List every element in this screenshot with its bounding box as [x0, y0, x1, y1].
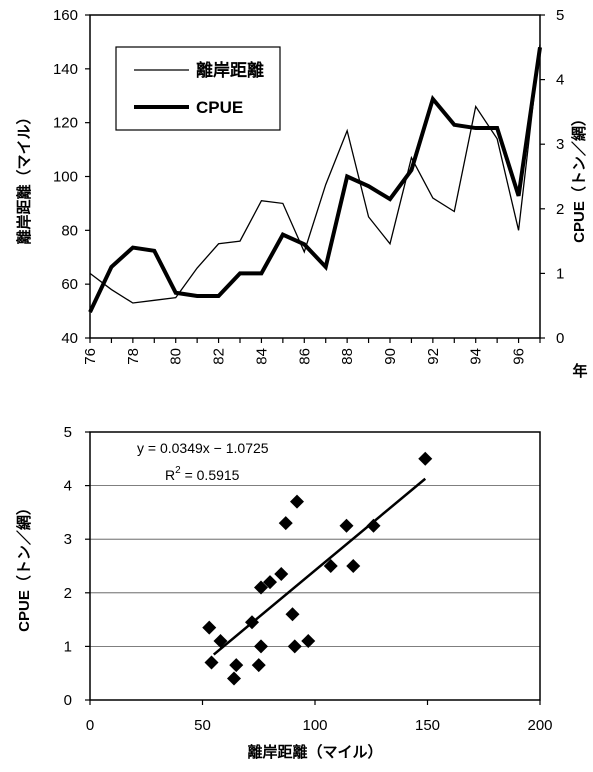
legend-label-cpue: CPUE — [196, 98, 243, 117]
distance-line — [89, 44, 541, 304]
scatter-point — [251, 658, 266, 673]
r2-symbol: R — [165, 467, 175, 483]
scatter-x-tick-label: 100 — [302, 717, 327, 734]
scatter-y-tick-label: 2 — [64, 585, 72, 602]
x-tick-label: 82 — [211, 348, 228, 365]
legend-box — [115, 46, 281, 131]
left-y-tick-label: 60 — [61, 276, 78, 293]
scatter-point — [227, 671, 241, 686]
cpue-line — [88, 47, 542, 314]
x-tick-label: 86 — [296, 348, 313, 365]
legend-label-distance: 離岸距離 — [196, 60, 264, 80]
line-chart: 160 140 120 100 80 60 40 5 4 3 2 1 0 76 78 80 82 84 86 88… — [15, 7, 588, 380]
x-axis-ticks: 76 78 80 82 84 86 88 90 92 94 96 — [82, 338, 541, 365]
right-y-tick-label: 3 — [556, 136, 564, 153]
line-series-group — [88, 44, 542, 314]
trendline — [212, 477, 427, 656]
left-y-axis-title: 離岸距離（マイル） — [15, 109, 33, 244]
left-y-tick-label: 160 — [53, 7, 78, 24]
scatter-point — [285, 607, 300, 622]
scatter-plot-frame — [89, 431, 541, 701]
x-tick-label: 88 — [339, 348, 356, 365]
scatter-x-tick-label: 200 — [527, 717, 552, 734]
x-tick-label: 84 — [253, 348, 270, 365]
scatter-point — [202, 620, 217, 635]
scatter-point — [254, 639, 268, 654]
scatter-point — [254, 580, 268, 595]
x-tick-label: 94 — [468, 348, 485, 365]
x-tick-label: 76 — [82, 348, 99, 365]
right-y-tick-label: 5 — [556, 7, 564, 24]
scatter-point — [418, 451, 433, 466]
scatter-y-tick-label: 1 — [64, 638, 72, 655]
trendline-r-squared: R2 = 0.5915 — [165, 465, 240, 483]
left-y-axis-ticks: 160 140 120 100 80 60 40 — [53, 7, 90, 347]
x-tick-label: 78 — [125, 348, 142, 365]
right-y-tick-label: 1 — [556, 265, 564, 282]
x-tick-label: 96 — [511, 348, 528, 365]
scatter-x-tick-label: 0 — [86, 717, 94, 734]
scatter-gridlines — [90, 485, 540, 647]
trendline-equation: y = 0.0349x − 1.0725 — [137, 440, 269, 456]
scatter-points-group — [202, 451, 433, 686]
scatter-x-axis-title: 離岸距離（マイル） — [247, 743, 382, 761]
right-y-axis-ticks: 5 4 3 2 1 0 — [540, 7, 564, 347]
right-y-tick-label: 4 — [556, 72, 564, 89]
scatter-point — [245, 615, 259, 630]
scatter-x-tick-label: 150 — [415, 717, 440, 734]
scatter-y-tick-label: 3 — [64, 531, 72, 548]
scatter-point — [263, 575, 277, 590]
trendline-group — [212, 477, 427, 656]
scatter-x-tick-label: 50 — [194, 717, 211, 734]
scatter-point — [301, 634, 316, 649]
scatter-point — [339, 518, 354, 533]
scatter-point — [229, 658, 244, 673]
scatter-point — [274, 567, 289, 582]
x-tick-label: 92 — [425, 348, 442, 365]
scatter-y-axis-title: CPUE（トン／網） — [15, 500, 33, 632]
scatter-point — [287, 639, 302, 654]
left-y-tick-label: 100 — [53, 169, 78, 186]
scatter-point — [323, 559, 338, 573]
scatter-point — [366, 518, 381, 533]
right-y-tick-label: 2 — [556, 201, 564, 218]
x-tick-label: 80 — [168, 348, 185, 365]
scatter-y-tick-label: 5 — [64, 424, 72, 441]
scatter-chart: 5 4 3 2 1 0 0 50 100 150 200 y = 0.0349x − 1.0725… — [15, 424, 553, 761]
scatter-point — [290, 494, 304, 509]
left-y-tick-label: 40 — [61, 330, 78, 347]
scatter-point — [278, 516, 293, 531]
scatter-y-tick-label: 0 — [64, 692, 72, 709]
r2-superscript: 2 — [175, 465, 181, 476]
scatter-x-axis-ticks: 0 50 100 150 200 — [86, 700, 553, 734]
left-y-tick-label: 120 — [53, 115, 78, 132]
left-y-tick-label: 80 — [61, 222, 78, 239]
scatter-point — [204, 655, 219, 670]
legend: 離岸距離 CPUE — [115, 46, 281, 131]
x-tick-label: 90 — [382, 348, 399, 365]
r2-value: = 0.5915 — [181, 467, 240, 483]
scatter-y-tick-label: 4 — [64, 478, 72, 495]
scatter-point — [346, 559, 361, 573]
right-y-tick-label: 0 — [556, 330, 564, 347]
x-axis-title: 年 — [572, 362, 587, 380]
left-y-tick-label: 140 — [53, 61, 78, 78]
scatter-y-axis-ticks: 5 4 3 2 1 0 — [64, 424, 90, 709]
right-y-axis-title: CPUE（トン／網） — [570, 111, 588, 243]
scatter-point — [213, 634, 228, 649]
